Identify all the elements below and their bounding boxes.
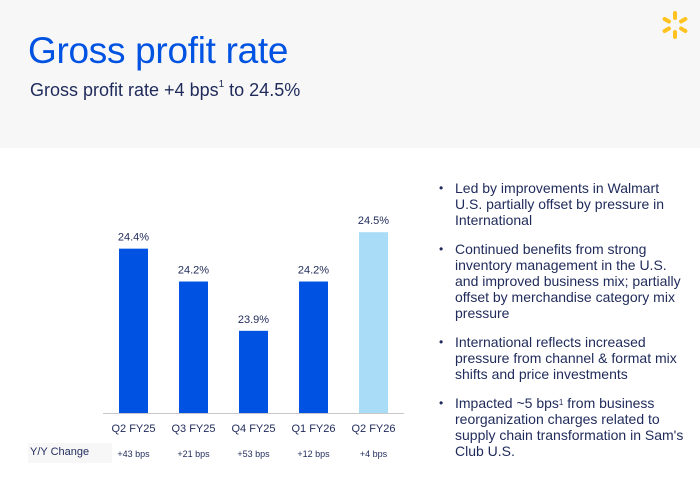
page-subtitle: Gross profit rate +4 bps1 to 24.5% [30, 79, 301, 101]
yoy-change-value: +12 bps [297, 449, 330, 459]
bullet-text: Led by improvements in Walmart U.S. part… [455, 180, 665, 228]
category-tick-label: Q2 FY26 [351, 423, 395, 435]
bar-q3-fy25 [179, 281, 208, 413]
footnote-marker: 1 [558, 398, 564, 407]
bullet-text-end: from business reorganization charges rel… [455, 395, 684, 459]
yoy-change-label: Y/Y Change [28, 443, 112, 463]
bullet-text: Impacted ~5 bps [455, 395, 559, 411]
bullet-dot: • [439, 181, 444, 195]
spark-icon [662, 11, 688, 39]
bullet-item: • Continued benefits from strong inventor… [437, 241, 687, 321]
subtitle-text: Gross profit rate +4 bps [30, 80, 219, 100]
bullet-dot: • [439, 396, 444, 410]
yoy-change-value: +4 bps [360, 449, 388, 459]
bullet-dot: • [439, 242, 444, 256]
data-label: 23.9% [238, 314, 269, 326]
yoy-change-value: +43 bps [117, 449, 150, 459]
data-label: 24.4% [118, 232, 149, 244]
data-label: 24.2% [298, 265, 329, 277]
footnote-marker: 1 [218, 79, 225, 90]
yoy-change-value: +53 bps [237, 449, 270, 459]
page-title: Gross profit rate [28, 30, 289, 71]
bar-q2-fy25 [119, 248, 148, 413]
category-tick-label: Q1 FY26 [291, 423, 335, 435]
subtitle-text-end: to 24.5% [224, 80, 301, 100]
commentary-list: • Led by improvements in Walmart U.S. par… [437, 180, 687, 472]
bullet-item: • International reflects increased pressu… [437, 334, 687, 382]
category-tick-label: Q4 FY25 [231, 423, 275, 435]
bar-q4-fy25 [239, 330, 268, 413]
category-tick-label: Q3 FY25 [171, 423, 215, 435]
bullet-text: Continued benefits from strong inventory… [455, 241, 681, 321]
bar-q2-fy26 [359, 232, 388, 413]
data-label: 24.5% [358, 215, 389, 227]
bar-chart: 24.4% Q2 FY25 +43 bps 24.2% Q3 FY25 +21 bps 23… [0, 148, 430, 492]
bullet-item: • Led by improvements in Walmart U.S. par… [437, 180, 687, 228]
yoy-change-value: +21 bps [177, 449, 210, 459]
bullet-dot: • [439, 335, 444, 349]
bar-q1-fy26 [299, 281, 328, 413]
chart-svg: 24.4% Q2 FY25 +43 bps 24.2% Q3 FY25 +21 bps 23… [103, 215, 404, 459]
data-label: 24.2% [178, 265, 209, 277]
bullet-item: • Impacted ~5 bps1 from business reorgani… [437, 395, 687, 459]
header-band [0, 0, 700, 148]
category-tick-label: Q2 FY25 [111, 423, 155, 435]
bullet-text: International reflects increased pressur… [455, 334, 677, 382]
